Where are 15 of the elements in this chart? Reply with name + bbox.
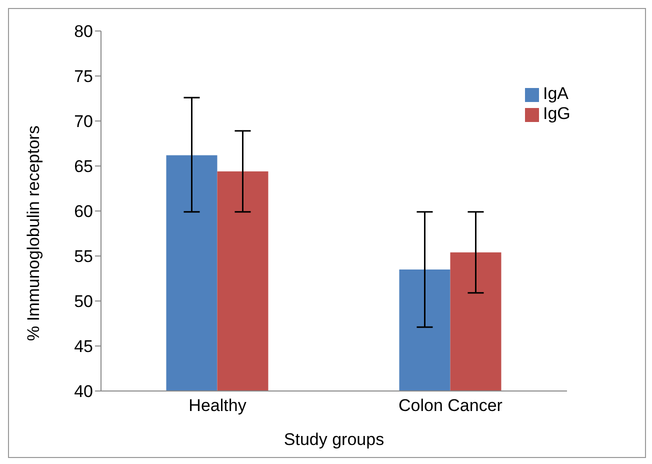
y-tick-label: 40 bbox=[74, 382, 93, 402]
legend-label: IgG bbox=[543, 104, 570, 123]
y-tick-label: 70 bbox=[74, 112, 93, 132]
y-tick-label: 65 bbox=[74, 157, 93, 176]
y-tick-label: 60 bbox=[74, 202, 93, 222]
x-tick-label: Healthy bbox=[188, 396, 247, 416]
y-tick-label: 55 bbox=[74, 247, 93, 266]
x-tick-label: Colon Cancer bbox=[398, 396, 503, 416]
y-tick-label: 75 bbox=[74, 67, 93, 86]
y-tick-label: 50 bbox=[74, 292, 93, 312]
y-tick-label: 80 bbox=[74, 22, 93, 42]
x-axis-title: Study groups bbox=[284, 430, 384, 449]
y-axis-title: % Immunoglobulin receptors bbox=[24, 126, 44, 341]
y-tick-label: 45 bbox=[74, 337, 93, 356]
legend-label: IgA bbox=[543, 84, 569, 103]
